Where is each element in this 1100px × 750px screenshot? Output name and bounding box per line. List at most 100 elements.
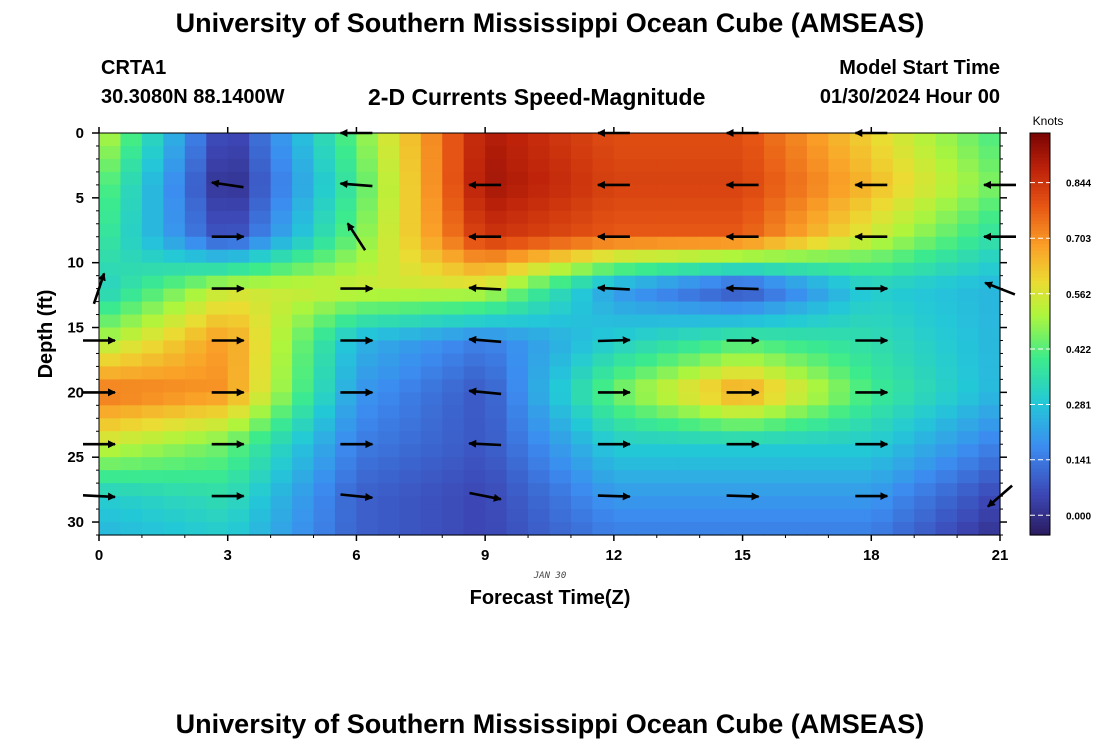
heatmap-cell [699,392,722,406]
heatmap-cell [871,210,894,225]
heatmap-cell [141,275,164,290]
heatmap-cell [678,158,701,173]
heatmap-cell [399,184,422,199]
heatmap-cell [785,223,808,238]
heatmap-cell [742,457,765,471]
heatmap-cell [613,301,636,316]
heatmap-cell [699,236,722,251]
heatmap-cell [313,133,336,147]
heatmap-cell [163,184,186,199]
heatmap-cell [978,392,1001,406]
current-vector [468,335,502,344]
heatmap-cell [120,262,143,277]
heatmap-cell [485,379,508,393]
colorbar-band [1030,246,1050,251]
heatmap-cell [785,470,808,484]
heatmap-cell [99,158,122,173]
heatmap-cell [764,405,787,419]
heatmap-cell [206,444,229,458]
heatmap-cell [356,197,379,212]
heatmap-cell [935,431,958,445]
heatmap-cell [120,340,143,355]
heatmap-cell [356,405,379,419]
heatmap-cell [120,249,143,264]
heatmap-cell [592,223,615,238]
heatmap-cell [549,197,572,212]
heatmap-cell [935,133,958,147]
heatmap-cell [485,184,508,199]
heatmap-cell [399,223,422,238]
heatmap-cell [313,236,336,251]
colorbar-band [1030,421,1050,426]
heatmap-cell [570,457,593,471]
heatmap-cell [742,483,765,497]
heatmap-cell [120,236,143,251]
heatmap-cell [227,483,250,497]
heatmap-cell [656,133,679,147]
heatmap-cell [206,340,229,355]
heatmap-cell [570,223,593,238]
heatmap-cell [828,379,851,393]
heatmap-cell [377,236,400,251]
heatmap-cell [206,314,229,329]
heatmap-cell [485,236,508,251]
heatmap-cell [978,314,1001,329]
heatmap-cell [377,133,400,147]
heatmap-cell [914,133,937,147]
heatmap-cell [570,262,593,277]
heatmap-cell [613,275,636,290]
heatmap-cell [227,470,250,484]
heatmap-cell [892,249,915,264]
heatmap-cell [528,158,551,173]
heatmap-cell [892,288,915,303]
heatmap-cell [163,327,186,342]
heatmap-cell [206,288,229,303]
heatmap-cell [849,210,872,225]
heatmap-cell [313,184,336,199]
heatmap-cell [313,210,336,225]
heatmap-cell [399,431,422,445]
heatmap-cell [163,353,186,368]
heatmap-cell [399,509,422,523]
heatmap-cell [742,327,765,342]
heatmap-cell [785,366,808,380]
heatmap-cell [356,483,379,497]
heatmap-cell [957,405,980,419]
heatmap-cell [678,184,701,199]
heatmap-cell [678,288,701,303]
heatmap-cell [570,340,593,355]
heatmap-cell [120,275,143,290]
heatmap-cell [377,366,400,380]
heatmap-cell [270,262,293,277]
colorbar-band [1030,220,1050,225]
heatmap-cell [806,405,829,419]
heatmap-cell [528,444,551,458]
heatmap-cell [699,418,722,432]
heatmap-cell [871,223,894,238]
colorbar-band [1030,179,1050,184]
heatmap-cell [699,301,722,316]
heatmap-cell [463,470,486,484]
heatmap-cell [871,483,894,497]
heatmap-cell [463,418,486,432]
heatmap-cell [592,236,615,251]
heatmap-cell [99,288,122,303]
heatmap-cell [313,197,336,212]
heatmap-cell [528,275,551,290]
heatmap-cell [699,288,722,303]
heatmap-cell [249,275,272,290]
heatmap-cell [141,314,164,329]
colorbar-band [1030,390,1050,395]
heatmap-cell [442,288,465,303]
heatmap-cell [742,236,765,251]
heatmap-cell [892,405,915,419]
heatmap-cell [892,431,915,445]
heatmap-cell [356,522,379,536]
colorbar-band [1030,360,1050,365]
heatmap-cell [656,366,679,380]
heatmap-cell [678,340,701,355]
heatmap-cell [141,457,164,471]
heatmap-cell [678,457,701,471]
heatmap-cell [356,327,379,342]
heatmap-cell [764,301,787,316]
